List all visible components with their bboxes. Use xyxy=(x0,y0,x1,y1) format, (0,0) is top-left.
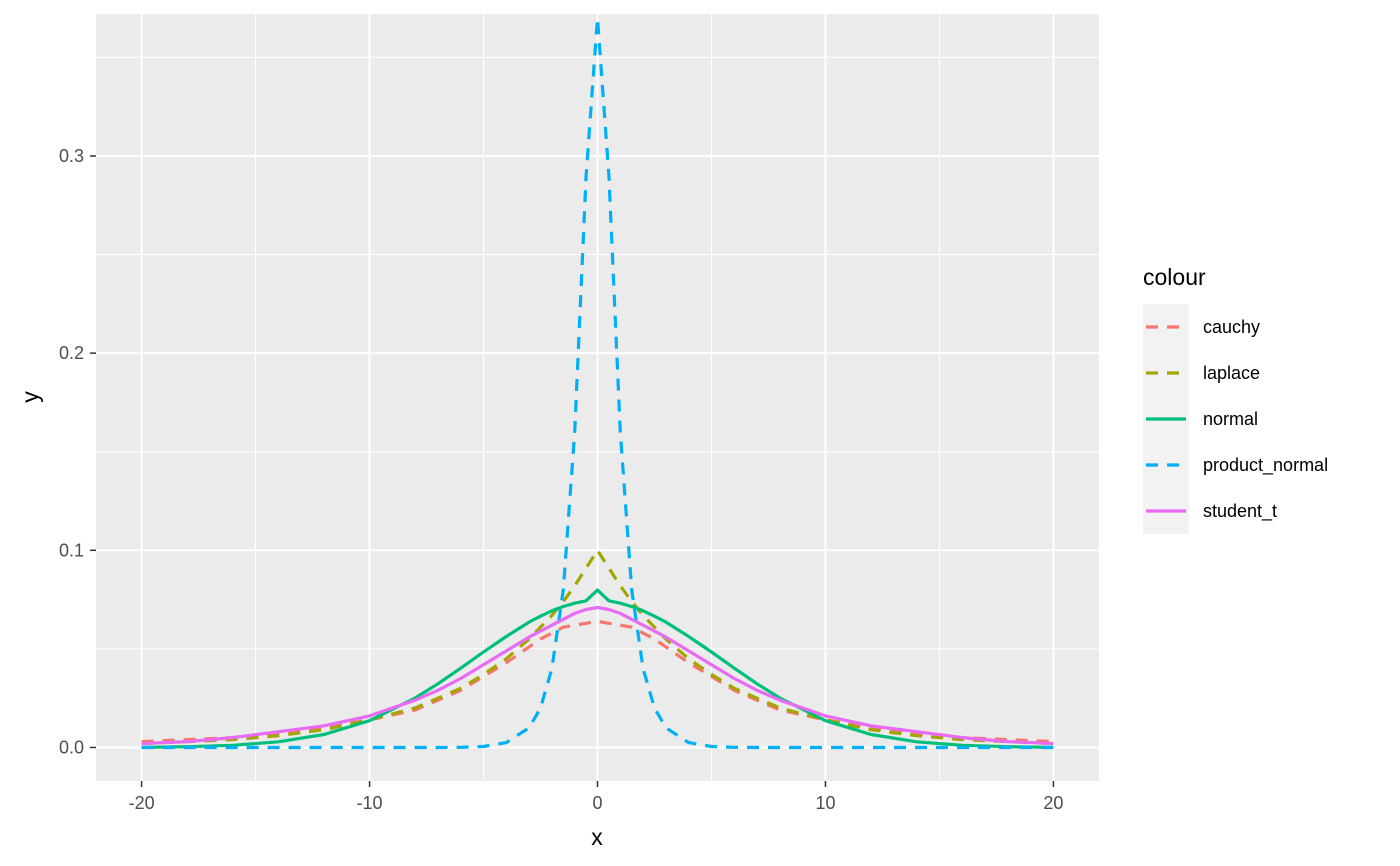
series-line-laplace xyxy=(141,548,1054,746)
y-axis: 0.0 0.1 0.2 0.3 xyxy=(59,146,96,757)
series-line-product-normal xyxy=(141,16,1054,750)
legend-label: student_t xyxy=(1203,501,1277,522)
legend: colour cauchy laplace normal product_normal… xyxy=(1143,264,1328,534)
x-tick-label: -20 xyxy=(129,793,155,813)
series-line-student-t xyxy=(141,605,1054,746)
legend-label: normal xyxy=(1203,409,1258,429)
legend-label: product_normal xyxy=(1203,455,1328,476)
y-tick-label: 0.1 xyxy=(59,540,84,560)
x-axis: -20 -10 0 10 20 xyxy=(129,781,1063,813)
x-tick-label: 0 xyxy=(592,793,602,813)
x-axis-title: x xyxy=(591,824,603,850)
y-tick-label: 0.2 xyxy=(59,343,84,363)
legend-label: laplace xyxy=(1203,363,1260,383)
grid-major xyxy=(96,14,1099,781)
series-layer xyxy=(141,16,1054,750)
x-tick-label: -10 xyxy=(357,793,383,813)
x-tick-label: 10 xyxy=(815,793,835,813)
legend-items: cauchy laplace normal product_normalstudent… xyxy=(1146,317,1328,522)
y-tick-label: 0.3 xyxy=(59,146,84,166)
legend-label: cauchy xyxy=(1203,317,1260,337)
x-tick-label: 20 xyxy=(1043,793,1063,813)
y-tick-label: 0.0 xyxy=(59,737,84,757)
y-axis-title: y xyxy=(17,391,43,403)
legend-title: colour xyxy=(1143,264,1206,290)
